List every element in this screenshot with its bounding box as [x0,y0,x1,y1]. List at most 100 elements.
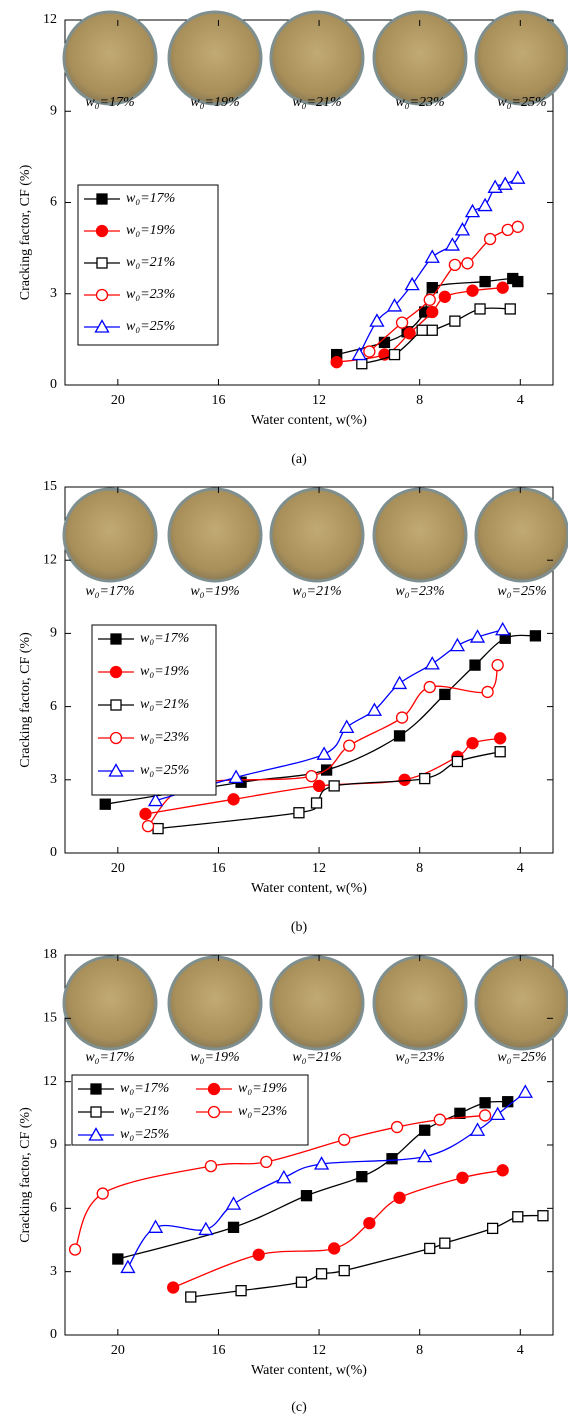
sample-photo [64,12,156,104]
marker [331,357,342,368]
caption: (a) [291,452,307,467]
legend-label: w₀=17% [126,191,175,206]
marker [471,631,484,643]
marker [497,282,508,293]
sample-photo [476,957,568,1049]
y-tick-label: 9 [50,1137,57,1152]
y-tick-label: 6 [50,1201,57,1216]
y-tick-label: 15 [43,1011,57,1026]
marker [467,285,478,296]
marker [140,808,151,819]
marker [339,1266,349,1276]
marker [364,346,375,357]
marker [424,682,435,693]
marker [277,1171,290,1183]
marker [314,780,325,791]
y-tick-label: 3 [50,772,57,787]
marker [538,1211,548,1221]
marker [456,223,469,235]
marker [513,1212,523,1222]
legend-label: w₀=25% [140,763,189,778]
x-axis-title: Water content, w(%) [251,881,367,896]
y-tick-label: 9 [50,103,57,118]
legend-label: w₀=19% [238,1081,287,1096]
marker [404,328,415,339]
marker [440,689,450,699]
marker [261,1156,272,1167]
marker [397,712,408,723]
y-axis-title: Cracking factor, CF (%) [18,1107,33,1243]
marker [466,205,479,217]
y-tick-label: 12 [43,1074,57,1089]
legend-label: w₀=19% [140,664,189,679]
marker [480,1110,491,1121]
series-line [369,227,517,352]
y-tick-label: 0 [50,845,57,860]
x-axis-title: Water content, w(%) [251,1363,367,1378]
x-tick-label: 4 [517,393,524,408]
x-tick-label: 20 [111,861,125,876]
legend-label: w₀=21% [126,255,175,270]
marker [364,1218,375,1229]
legend-marker [91,1107,101,1117]
marker [425,1243,435,1253]
marker [294,808,304,818]
marker [395,731,405,741]
x-tick-label: 4 [517,1343,524,1358]
marker [479,199,492,211]
sample-photo [64,489,156,581]
marker [306,771,317,782]
marker [228,794,239,805]
marker [393,677,406,689]
legend-label: w₀=23% [140,730,189,745]
marker [329,781,339,791]
x-tick-label: 8 [416,1343,423,1358]
marker [149,1221,162,1233]
marker [452,757,462,767]
legend-label: w₀=17% [120,1081,169,1096]
photo-label: w₀=19% [190,1050,239,1065]
marker [344,740,355,751]
marker [488,1223,498,1233]
marker [495,747,505,757]
sample-photo [374,957,466,1049]
marker [253,1249,264,1260]
marker [451,639,464,651]
marker [420,1125,430,1135]
marker [399,774,410,785]
marker [511,172,524,184]
photo-label: w₀=21% [292,95,341,110]
photo-label: w₀=17% [85,95,134,110]
marker [339,1134,350,1145]
marker [426,251,439,263]
x-tick-label: 8 [416,393,423,408]
marker [143,821,154,832]
series-line [173,1170,503,1287]
legend-marker [111,634,121,644]
marker [482,686,493,697]
marker [424,294,435,305]
legend-marker [97,226,108,237]
legend-marker [97,194,107,204]
legend-label: w₀=21% [120,1104,169,1119]
y-tick-label: 3 [50,286,57,301]
marker [512,221,523,232]
sample-photo [271,12,363,104]
marker [387,1154,397,1164]
marker [502,224,513,235]
x-tick-label: 12 [312,861,326,876]
marker [357,1172,367,1182]
marker [519,1086,532,1098]
marker [392,1122,403,1133]
sample-photo [374,489,466,581]
photo-label: w₀=19% [190,584,239,599]
marker [229,1222,239,1232]
marker [450,316,460,326]
x-tick-label: 16 [211,393,225,408]
legend-label: w₀=25% [126,319,175,334]
x-tick-label: 16 [211,1343,225,1358]
caption: (c) [291,1400,307,1415]
marker [340,721,353,733]
page: w₀=17% w₀=19% w₀=21% w₀=23% w₀=25% 0 3 6 9 12 20 16… [0,0,568,1421]
legend-marker [111,733,122,744]
